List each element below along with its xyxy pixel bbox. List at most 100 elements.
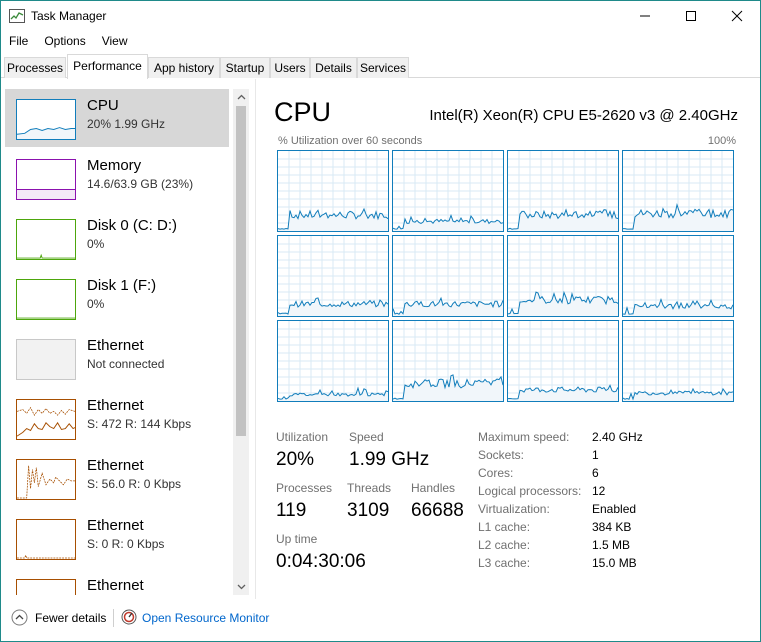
sidebar-item-ethernet-disconnected[interactable]: Ethernet Not connected: [5, 329, 229, 387]
spec-label: Virtualization:: [478, 502, 550, 516]
task-manager-icon: [9, 9, 25, 23]
ethernet-thumbnail-graph: [16, 459, 76, 500]
chevron-up-circle-icon[interactable]: [11, 609, 28, 626]
menu-options[interactable]: Options: [44, 34, 86, 48]
maximize-icon: [686, 11, 696, 21]
sidebar-item-name: Ethernet: [87, 457, 144, 474]
sidebar-item-ethernet-3[interactable]: Ethernet S: 56.0 R: 0 Kbps: [5, 449, 229, 507]
ethernet-thumbnail-graph: [16, 519, 76, 560]
chevron-down-icon: [237, 584, 245, 590]
sidebar-item-detail: S: 56.0 R: 0 Kbps: [87, 477, 182, 491]
spec-label: Cores:: [478, 466, 514, 480]
threads-value: 3109: [347, 500, 390, 521]
footer: Fewer details Open Resource Monitor: [1, 599, 760, 641]
scroll-up-button[interactable]: [233, 89, 249, 105]
spec-value: 6: [592, 466, 599, 480]
title-bar[interactable]: Task Manager: [1, 1, 760, 31]
spec-value: 12: [592, 484, 606, 498]
resource-list: CPU 20% 1.99 GHz Memory 14.6/63.9 GB (23…: [3, 87, 233, 595]
sidebar-item-name: Memory: [87, 157, 142, 174]
threads-label: Threads: [347, 481, 392, 495]
processes-value: 119: [276, 500, 307, 521]
fewer-details-button[interactable]: Fewer details: [35, 611, 107, 625]
spec-label: L3 cache:: [478, 556, 531, 570]
menu-view[interactable]: View: [101, 34, 128, 48]
spec-value: Enabled: [592, 502, 637, 516]
sidebar-item-name: Ethernet: [87, 397, 144, 414]
tab-processes[interactable]: Processes: [4, 57, 66, 78]
open-resource-monitor-link[interactable]: Open Resource Monitor: [142, 611, 270, 625]
maximize-button[interactable]: [668, 1, 714, 31]
spec-value: 1.5 MB: [592, 538, 631, 552]
sidebar-item-detail: 0%: [87, 297, 105, 311]
footer-separator: [113, 609, 114, 627]
uptime-label: Up time: [276, 532, 318, 546]
sidebar-item-detail: Not connected: [87, 357, 165, 371]
tab-services[interactable]: Services: [357, 57, 409, 78]
window-title: Task Manager: [31, 9, 107, 23]
logical-processor-graph: [622, 150, 734, 232]
spec-label: Sockets:: [478, 448, 525, 462]
logical-processor-graphs[interactable]: [277, 150, 737, 405]
minimize-icon: [640, 15, 650, 17]
utilization-label: Utilization: [276, 430, 329, 444]
sidebar-item-disk-1[interactable]: Disk 1 (F:) 0%: [5, 269, 229, 327]
tab-performance[interactable]: Performance: [67, 54, 148, 79]
sidebar-item-ethernet-5[interactable]: Ethernet: [5, 569, 229, 595]
sidebar-item-detail: S: 472 R: 144 Kbps: [87, 417, 192, 431]
cpu-model-name: Intel(R) Xeon(R) CPU E5-2620 v3 @ 2.40GH…: [429, 107, 738, 124]
spec-value: 15.0 MB: [592, 556, 637, 570]
cpu-detail-panel: CPU Intel(R) Xeon(R) CPU E5-2620 v3 @ 2.…: [257, 79, 760, 599]
menu-bar: File Options View: [1, 32, 136, 52]
ethernet-thumbnail-graph: [16, 579, 76, 595]
sidebar-scrollbar[interactable]: [233, 89, 249, 595]
spec-value: 384 KB: [592, 520, 632, 534]
menu-file[interactable]: File: [9, 34, 29, 48]
sidebar-item-detail: S: 0 R: 0 Kbps: [87, 537, 165, 551]
sidebar-item-cpu[interactable]: CPU 20% 1.99 GHz: [5, 89, 229, 147]
sidebar-item-detail: 0%: [87, 237, 105, 251]
minimize-button[interactable]: [622, 1, 668, 31]
sidebar-item-ethernet-2[interactable]: Ethernet S: 472 R: 144 Kbps: [5, 389, 229, 447]
logical-processor-graph: [392, 320, 504, 402]
tab-app-history[interactable]: App history: [148, 57, 220, 78]
tab-details[interactable]: Details: [310, 57, 357, 78]
logical-processor-graph: [507, 320, 619, 402]
scroll-down-button[interactable]: [233, 579, 249, 595]
spec-label: Logical processors:: [478, 484, 582, 498]
handles-value: 66688: [411, 500, 464, 521]
utilization-value: 20%: [276, 449, 315, 470]
graph-max-label: 100%: [707, 135, 736, 147]
graph-caption: % Utilization over 60 seconds: [278, 135, 423, 147]
ethernet-thumbnail-graph: [16, 399, 76, 440]
page-title: CPU: [274, 97, 332, 127]
sidebar-item-name: CPU: [87, 97, 119, 114]
disk-0-thumbnail-graph: [16, 219, 76, 260]
sidebar-item-name: Ethernet: [87, 577, 144, 594]
sidebar-item-detail: 20% 1.99 GHz: [87, 117, 166, 131]
pane-divider[interactable]: [255, 79, 256, 599]
speed-label: Speed: [349, 430, 384, 444]
logical-processor-graph: [277, 235, 389, 317]
sidebar-item-ethernet-4[interactable]: Ethernet S: 0 R: 0 Kbps: [5, 509, 229, 567]
sidebar-item-memory[interactable]: Memory 14.6/63.9 GB (23%): [5, 149, 229, 207]
memory-thumbnail-graph: [16, 159, 76, 200]
spec-value: 1: [592, 448, 599, 462]
spec-label: L2 cache:: [478, 538, 531, 552]
close-icon: [731, 10, 743, 22]
sidebar-item-disk-0[interactable]: Disk 0 (C: D:) 0%: [5, 209, 229, 267]
uptime-value: 0:04:30:06: [276, 551, 366, 572]
close-button[interactable]: [714, 1, 760, 31]
logical-processor-graph: [277, 150, 389, 232]
tab-users[interactable]: Users: [270, 57, 310, 78]
tab-startup[interactable]: Startup: [220, 57, 270, 78]
cpu-thumbnail-graph: [16, 99, 76, 140]
scroll-thumb[interactable]: [236, 106, 246, 436]
logical-processor-graph: [392, 235, 504, 317]
chevron-up-icon: [237, 94, 245, 100]
disk-1-thumbnail-graph: [16, 279, 76, 320]
logical-processor-graph: [277, 320, 389, 402]
resource-monitor-icon: [121, 609, 137, 625]
tab-bar: Processes Performance App history Startu…: [1, 54, 760, 79]
